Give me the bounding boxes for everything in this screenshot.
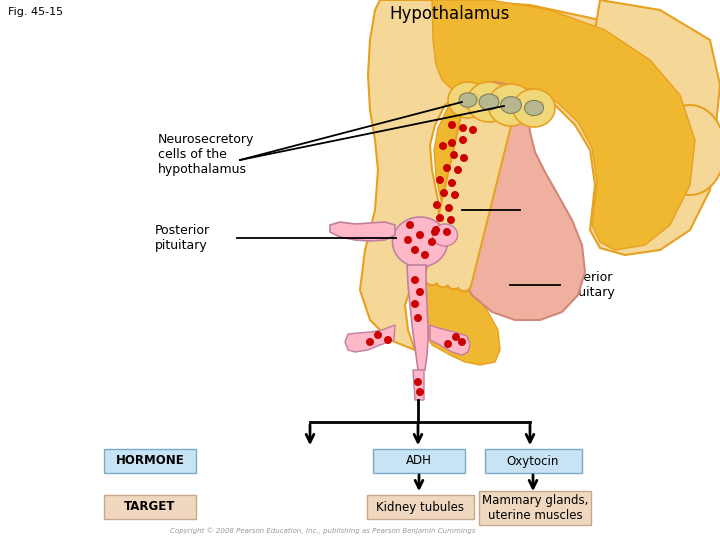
- Ellipse shape: [459, 94, 467, 100]
- Polygon shape: [330, 222, 395, 241]
- Ellipse shape: [485, 106, 490, 110]
- Polygon shape: [595, 0, 720, 200]
- Circle shape: [450, 151, 458, 159]
- Circle shape: [421, 251, 429, 259]
- Circle shape: [454, 166, 462, 174]
- Text: Copyright © 2008 Pearson Education, Inc., publishing as Pearson Benjamin Cumming: Copyright © 2008 Pearson Education, Inc.…: [170, 528, 475, 534]
- Circle shape: [384, 336, 392, 344]
- Circle shape: [445, 204, 453, 212]
- Circle shape: [459, 136, 467, 144]
- FancyBboxPatch shape: [479, 491, 591, 525]
- FancyBboxPatch shape: [367, 495, 474, 519]
- Circle shape: [469, 126, 477, 134]
- Text: Posterior
pituitary: Posterior pituitary: [155, 224, 210, 252]
- Circle shape: [414, 378, 422, 386]
- Ellipse shape: [467, 82, 511, 122]
- Circle shape: [436, 176, 444, 184]
- Ellipse shape: [433, 224, 457, 246]
- Circle shape: [414, 314, 422, 322]
- Circle shape: [460, 154, 468, 162]
- FancyBboxPatch shape: [485, 449, 582, 473]
- Circle shape: [458, 338, 466, 346]
- Text: Axon: Axon: [523, 204, 554, 217]
- Circle shape: [443, 228, 451, 236]
- Circle shape: [432, 226, 440, 234]
- Circle shape: [374, 331, 382, 339]
- Circle shape: [416, 388, 424, 396]
- Circle shape: [448, 139, 456, 147]
- Polygon shape: [407, 265, 428, 370]
- Ellipse shape: [472, 94, 477, 98]
- Ellipse shape: [512, 105, 518, 111]
- FancyBboxPatch shape: [104, 495, 196, 519]
- Text: Mammary glands,
uterine muscles: Mammary glands, uterine muscles: [482, 494, 588, 522]
- Ellipse shape: [506, 109, 512, 113]
- FancyBboxPatch shape: [104, 449, 196, 473]
- Circle shape: [459, 124, 467, 132]
- Ellipse shape: [535, 109, 541, 113]
- Ellipse shape: [490, 103, 496, 107]
- Ellipse shape: [459, 93, 477, 107]
- Text: Hypothalamus: Hypothalamus: [390, 5, 510, 23]
- Ellipse shape: [469, 100, 475, 106]
- Text: Anterior
pituitary: Anterior pituitary: [563, 271, 616, 299]
- Polygon shape: [360, 0, 715, 350]
- Circle shape: [447, 216, 455, 224]
- FancyBboxPatch shape: [373, 449, 465, 473]
- Ellipse shape: [392, 217, 448, 267]
- Text: Fig. 45-15: Fig. 45-15: [8, 7, 63, 17]
- Ellipse shape: [503, 99, 510, 105]
- Ellipse shape: [488, 84, 534, 126]
- Circle shape: [411, 276, 419, 284]
- Circle shape: [366, 338, 374, 346]
- Ellipse shape: [493, 96, 499, 100]
- Text: Kidney tubules: Kidney tubules: [376, 501, 464, 514]
- Text: Oxytocin: Oxytocin: [507, 455, 559, 468]
- Circle shape: [440, 189, 448, 197]
- Text: HORMONE: HORMONE: [116, 455, 184, 468]
- Circle shape: [411, 246, 419, 254]
- Polygon shape: [430, 325, 470, 355]
- Polygon shape: [448, 82, 585, 320]
- Polygon shape: [413, 370, 424, 400]
- Circle shape: [411, 300, 419, 308]
- Text: ADH: ADH: [406, 455, 432, 468]
- Ellipse shape: [479, 94, 499, 110]
- Ellipse shape: [480, 96, 487, 102]
- Text: TARGET: TARGET: [125, 501, 176, 514]
- Circle shape: [433, 201, 441, 209]
- Circle shape: [406, 221, 414, 229]
- Ellipse shape: [539, 102, 544, 106]
- Ellipse shape: [655, 105, 720, 195]
- Ellipse shape: [513, 89, 555, 127]
- Circle shape: [444, 340, 452, 348]
- Circle shape: [452, 333, 460, 341]
- Ellipse shape: [463, 104, 469, 108]
- Circle shape: [404, 236, 412, 244]
- Polygon shape: [345, 325, 395, 352]
- Circle shape: [443, 164, 451, 172]
- Circle shape: [416, 288, 424, 296]
- Circle shape: [431, 228, 439, 236]
- Text: Neurosecretory
cells of the
hypothalamus: Neurosecretory cells of the hypothalamus: [158, 133, 254, 177]
- Circle shape: [451, 191, 459, 199]
- Ellipse shape: [516, 99, 521, 103]
- Ellipse shape: [500, 97, 521, 113]
- Ellipse shape: [525, 100, 544, 116]
- Circle shape: [428, 238, 436, 246]
- Circle shape: [436, 214, 444, 222]
- Ellipse shape: [526, 102, 533, 108]
- Ellipse shape: [448, 82, 488, 118]
- Circle shape: [448, 179, 456, 187]
- Circle shape: [416, 231, 424, 239]
- Polygon shape: [418, 0, 695, 365]
- Circle shape: [439, 142, 447, 150]
- Ellipse shape: [529, 112, 535, 116]
- Circle shape: [448, 121, 456, 129]
